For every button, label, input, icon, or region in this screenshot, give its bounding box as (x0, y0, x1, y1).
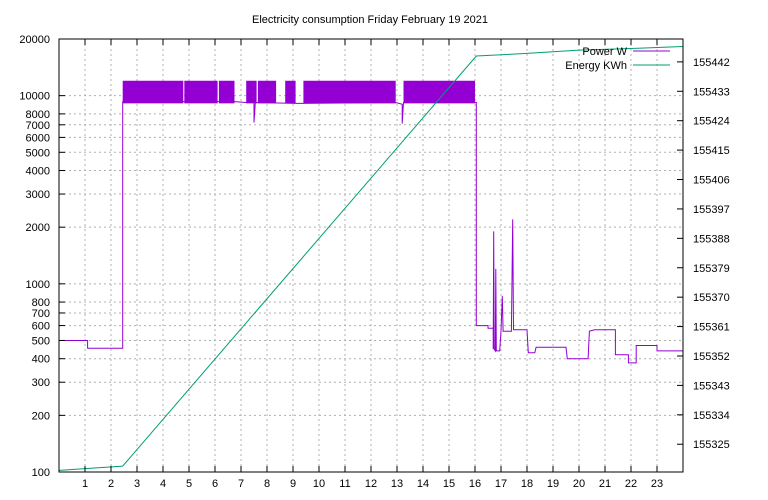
power-band (403, 80, 475, 104)
power-band (285, 80, 296, 104)
power-band (184, 80, 218, 104)
y2-tick-label: 155334 (693, 410, 730, 422)
y-tick-label: 3000 (26, 189, 50, 201)
y2-tick-label: 155397 (693, 204, 730, 216)
y-tick-label: 700 (32, 308, 50, 320)
power-band (246, 80, 257, 104)
x-tick-label: 2 (108, 478, 114, 490)
legend-label-energy: Energy KWh (565, 60, 627, 72)
y2-tick-label: 155388 (693, 233, 730, 245)
legend: Power W Energy KWh (565, 46, 670, 72)
y2-tick-label: 155415 (693, 145, 730, 157)
x-tick-label: 20 (573, 478, 585, 490)
x-tick-label: 22 (625, 478, 637, 490)
y-tick-label: 100 (32, 467, 50, 479)
x-tick-label: 11 (339, 478, 350, 490)
x-tick-label: 5 (186, 478, 192, 490)
x-tick-label: 7 (238, 478, 244, 490)
y-tick-label: 600 (32, 321, 50, 333)
x-tick-label: 9 (290, 478, 296, 490)
power-band (257, 80, 277, 104)
y-tick-label: 500 (32, 335, 50, 347)
x-tick-label: 15 (443, 478, 455, 490)
y-tick-label: 1000 (26, 279, 50, 291)
x-tick-label: 4 (160, 478, 166, 490)
y-tick-label: 8000 (26, 109, 50, 121)
y2-tick-label: 155379 (693, 263, 730, 275)
y2-tick-label: 155325 (693, 439, 730, 451)
x-tick-label: 19 (547, 478, 559, 490)
y2-tick-label: 155442 (693, 57, 730, 69)
x-tick-label: 18 (521, 478, 533, 490)
y2-tick-label: 155361 (693, 322, 730, 334)
x-tick-label: 1 (82, 478, 88, 490)
x-tick-label: 12 (365, 478, 377, 490)
x-tick-label: 13 (391, 478, 403, 490)
x-tick-label: 17 (495, 478, 507, 490)
power-band (122, 80, 184, 104)
y2-tick-label: 155433 (693, 86, 730, 98)
x-tick-label: 8 (264, 478, 270, 490)
grid (59, 39, 683, 472)
y-tick-label: 5000 (26, 147, 50, 159)
y2-tick-label: 155370 (693, 292, 730, 304)
y-tick-label: 4000 (26, 166, 50, 178)
y-tick-label: 400 (32, 354, 50, 366)
y-tick-label: 2000 (26, 222, 50, 234)
chart-title: Electricity consumption Friday February … (252, 14, 488, 26)
y2-tick-label: 155406 (693, 175, 730, 187)
y-tick-label: 6000 (26, 132, 50, 144)
y2-tick-label: 155424 (693, 116, 730, 128)
legend-label-power: Power W (582, 46, 627, 58)
y2-tick-label: 155352 (693, 351, 730, 363)
x-tick-label: 14 (417, 478, 429, 490)
y-tick-label: 20000 (19, 34, 50, 46)
power-line (59, 101, 683, 364)
x-tick-label: 6 (212, 478, 218, 490)
y-tick-label: 300 (32, 377, 50, 389)
x-tick-label: 3 (134, 478, 140, 490)
energy-line (58, 46, 684, 471)
power-band (303, 80, 396, 104)
y-tick-label: 10000 (19, 91, 50, 103)
y-tick-label: 7000 (26, 120, 50, 132)
x-tick-label: 23 (651, 478, 663, 490)
x-tick-label: 16 (469, 478, 481, 490)
y-tick-label: 200 (32, 410, 50, 422)
axis-ticks: 1 2 3 4 5 6 7 8 9 10 11 12 13 14 15 16 17 18 19 20 21 22 23100… (19, 34, 729, 490)
power-bands (122, 80, 475, 104)
x-tick-label: 10 (313, 478, 325, 490)
x-tick-label: 21 (599, 478, 611, 490)
y-tick-label: 800 (32, 297, 50, 309)
y2-tick-label: 155343 (693, 380, 730, 392)
power-band (218, 80, 235, 104)
